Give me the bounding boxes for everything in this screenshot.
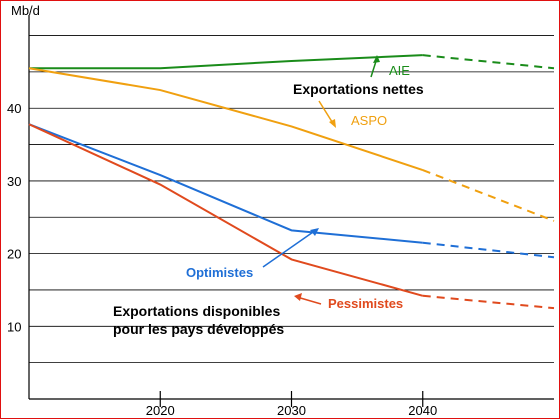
y-tick-label-20: 20 — [7, 247, 21, 262]
y-tick-label-40: 40 — [7, 101, 21, 116]
label-pessimistes: Pessimistes — [328, 296, 403, 311]
heading-exportations-disponibles-1: Exportations disponibles — [113, 303, 280, 319]
heading-exportations-disponibles-2: pour les pays développés — [113, 321, 284, 337]
arrow-pessimistes — [296, 296, 322, 305]
series-line-aspo — [28, 67, 424, 171]
axes — [28, 15, 554, 407]
y-tick-label-10: 10 — [7, 319, 21, 334]
gridlines — [29, 35, 554, 364]
arrowhead-pessimistes — [294, 293, 302, 301]
arrowhead-aspo — [329, 119, 336, 128]
series-line-optimistes — [28, 123, 423, 244]
arrow-optimistes — [262, 229, 317, 268]
series-line-pessimistes — [28, 123, 424, 297]
series-lines — [28, 54, 555, 310]
label-aie: AIE — [389, 63, 410, 78]
y-axis-label: Mb/d — [11, 3, 40, 18]
x-tick-label-2030: 2030 — [277, 403, 306, 418]
annotations: Mb/d Exportations nettes Exportations di… — [11, 3, 424, 337]
label-aspo: ASPO — [351, 113, 387, 128]
heading-exportations-nettes: Exportations nettes — [293, 81, 424, 97]
series-projection-optimistes — [422, 241, 555, 259]
x-tick-label-2040: 2040 — [408, 403, 437, 418]
series-projection-aspo — [422, 169, 555, 222]
arrowhead-aie — [373, 55, 380, 63]
x-tick-label-2020: 2020 — [146, 403, 175, 418]
series-projection-pessimistes — [422, 294, 555, 310]
y-tick-label-30: 30 — [7, 174, 21, 189]
series-line-aie — [29, 54, 423, 70]
series-projection-aie — [422, 54, 555, 70]
label-optimistes: Optimistes — [186, 265, 253, 280]
arrowhead-optimistes — [310, 228, 319, 236]
